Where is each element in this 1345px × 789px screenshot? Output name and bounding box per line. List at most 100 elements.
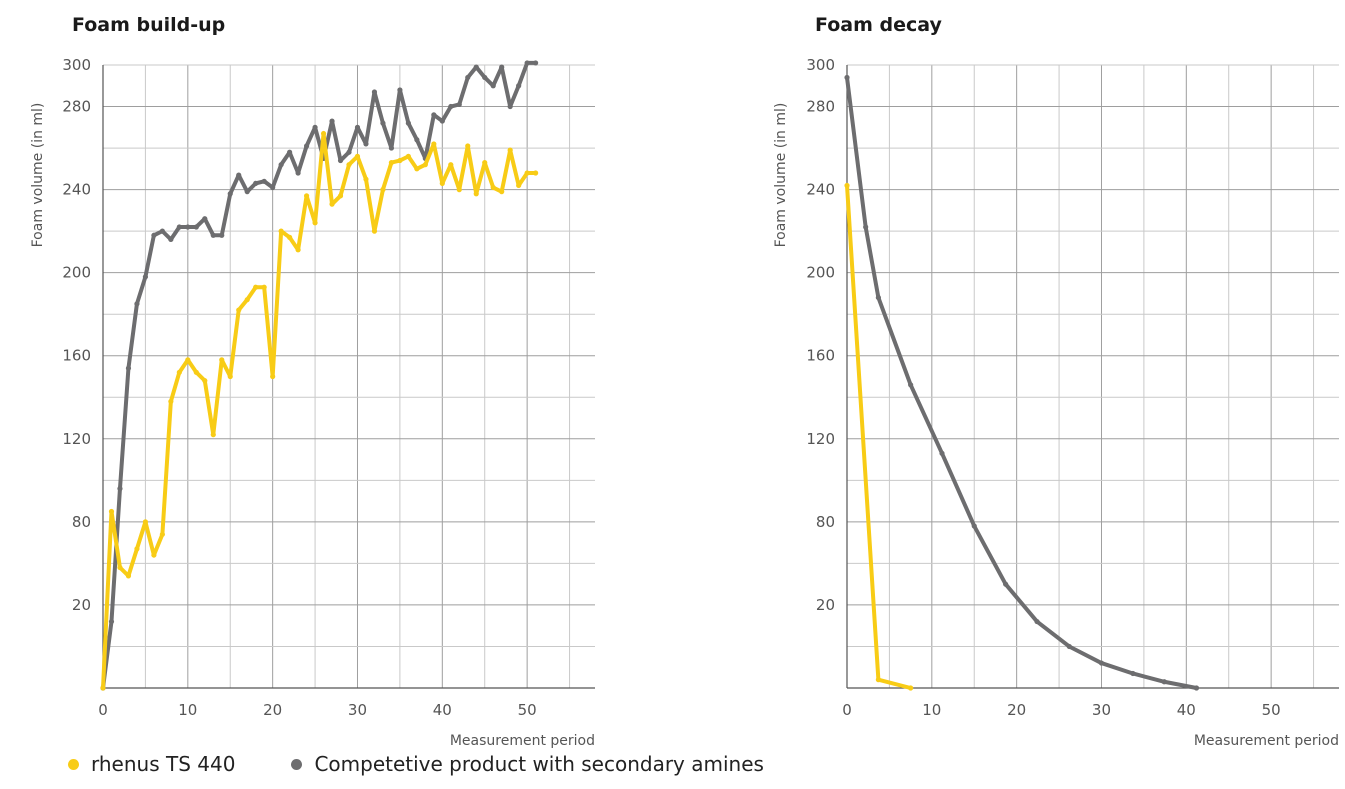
buildup-point-gray xyxy=(312,124,318,130)
buildup-point-gray xyxy=(244,189,250,195)
decay-point-gray xyxy=(1098,660,1105,666)
buildup-point-gray xyxy=(176,224,182,230)
buildup-point-gray xyxy=(507,103,513,110)
buildup-ytick-label: 160 xyxy=(62,347,91,365)
buildup-ytick-label: 300 xyxy=(62,56,91,74)
buildup-point-yellow xyxy=(287,234,293,240)
buildup-point-gray xyxy=(329,118,335,124)
buildup-xtick-label: 30 xyxy=(348,701,367,719)
buildup-point-yellow xyxy=(465,143,471,149)
decay-point-gray xyxy=(1130,670,1136,677)
buildup-ytick-label: 280 xyxy=(62,98,91,116)
buildup-point-gray xyxy=(253,180,259,186)
buildup-point-gray xyxy=(185,224,191,230)
decay-point-yellow xyxy=(844,182,850,189)
decay-ytick-label: 20 xyxy=(816,596,835,614)
buildup-point-gray xyxy=(142,274,149,280)
decay-point-yellow xyxy=(875,677,881,683)
buildup-ytick-label: 80 xyxy=(72,513,91,531)
decay-ytick-label: 160 xyxy=(806,347,835,365)
buildup-point-yellow xyxy=(210,432,216,438)
buildup-point-yellow xyxy=(354,153,361,159)
buildup-point-gray xyxy=(210,232,216,238)
buildup-point-gray xyxy=(448,103,454,110)
buildup-ytick-label: 120 xyxy=(62,430,91,448)
buildup-series-yellow-line xyxy=(101,131,538,690)
buildup-point-yellow xyxy=(312,220,318,226)
decay-point-gray xyxy=(1161,679,1167,685)
buildup-point-yellow xyxy=(295,247,301,253)
buildup-point-gray xyxy=(278,162,284,168)
buildup-point-yellow xyxy=(397,157,403,164)
buildup-x-axis-label: Measurement period xyxy=(450,733,595,749)
chart-title-decay: Foam decay xyxy=(815,14,942,36)
buildup-point-yellow xyxy=(278,228,284,234)
legend-label-competitor: Competetive product with secondary amine… xyxy=(314,752,764,776)
decay-point-yellow xyxy=(908,685,914,691)
buildup-point-gray xyxy=(524,60,530,66)
legend-dot-gray xyxy=(291,758,303,770)
buildup-point-yellow xyxy=(159,531,165,537)
decay-y-axis-label: Foam volume (in ml) xyxy=(773,103,789,248)
buildup-point-yellow xyxy=(363,176,369,182)
buildup-point-gray xyxy=(354,124,361,130)
legend-label-rhenus: rhenus TS 440 xyxy=(91,752,236,776)
buildup-point-yellow xyxy=(253,284,259,290)
decay-series-yellow-line xyxy=(845,183,913,690)
buildup-point-yellow xyxy=(422,162,428,168)
buildup-point-gray xyxy=(117,486,123,492)
buildup-point-yellow xyxy=(236,307,242,313)
buildup-point-gray xyxy=(405,120,411,126)
buildup-xtick-label: 10 xyxy=(178,701,197,719)
buildup-point-yellow xyxy=(117,564,123,571)
decay-point-gray xyxy=(1003,581,1009,587)
buildup-point-yellow xyxy=(337,193,344,199)
buildup-point-yellow xyxy=(142,519,149,525)
decay-point-gray xyxy=(844,74,850,81)
decay-point-gray xyxy=(971,523,977,529)
buildup-point-gray xyxy=(473,64,479,70)
legend-dot-yellow xyxy=(68,758,79,770)
buildup-point-yellow xyxy=(388,160,395,166)
buildup-point-gray xyxy=(287,149,293,155)
buildup-point-gray xyxy=(303,143,310,149)
decay-xtick-label: 10 xyxy=(922,701,941,719)
buildup-point-yellow xyxy=(533,170,539,176)
buildup-point-yellow xyxy=(414,166,420,172)
buildup-point-yellow xyxy=(193,369,199,375)
buildup-point-gray xyxy=(202,216,208,222)
buildup-ytick-label: 200 xyxy=(62,264,91,282)
buildup-point-yellow xyxy=(244,297,250,303)
buildup-point-yellow xyxy=(456,187,462,193)
buildup-point-yellow xyxy=(524,170,530,176)
buildup-point-yellow xyxy=(227,373,233,380)
buildup-point-yellow xyxy=(261,284,267,290)
decay-point-gray xyxy=(1034,618,1040,625)
decay-ytick-label: 300 xyxy=(806,56,835,74)
buildup-point-yellow xyxy=(507,147,513,153)
buildup-point-gray xyxy=(295,170,301,176)
buildup-point-gray xyxy=(439,118,445,124)
buildup-point-yellow xyxy=(380,187,386,193)
buildup-point-gray xyxy=(227,191,233,197)
buildup-xtick-label: 50 xyxy=(518,701,537,719)
buildup-point-yellow xyxy=(431,141,437,147)
decay-ytick-label: 200 xyxy=(806,264,835,282)
buildup-point-gray xyxy=(533,60,539,66)
decay-xtick-label: 0 xyxy=(842,701,852,719)
buildup-point-yellow xyxy=(202,378,208,384)
buildup-point-gray xyxy=(414,137,420,143)
buildup-point-yellow xyxy=(499,189,505,195)
buildup-point-gray xyxy=(219,232,225,238)
buildup-point-yellow xyxy=(405,153,411,159)
decay-point-gray xyxy=(1066,643,1072,650)
buildup-point-yellow xyxy=(448,162,454,168)
buildup-point-gray xyxy=(261,178,267,184)
decay-point-gray xyxy=(939,450,945,456)
buildup-point-gray xyxy=(346,149,352,155)
buildup-point-yellow xyxy=(151,552,157,558)
buildup-xtick-label: 40 xyxy=(433,701,452,719)
buildup-point-yellow xyxy=(329,201,335,207)
buildup-point-gray xyxy=(159,228,165,234)
